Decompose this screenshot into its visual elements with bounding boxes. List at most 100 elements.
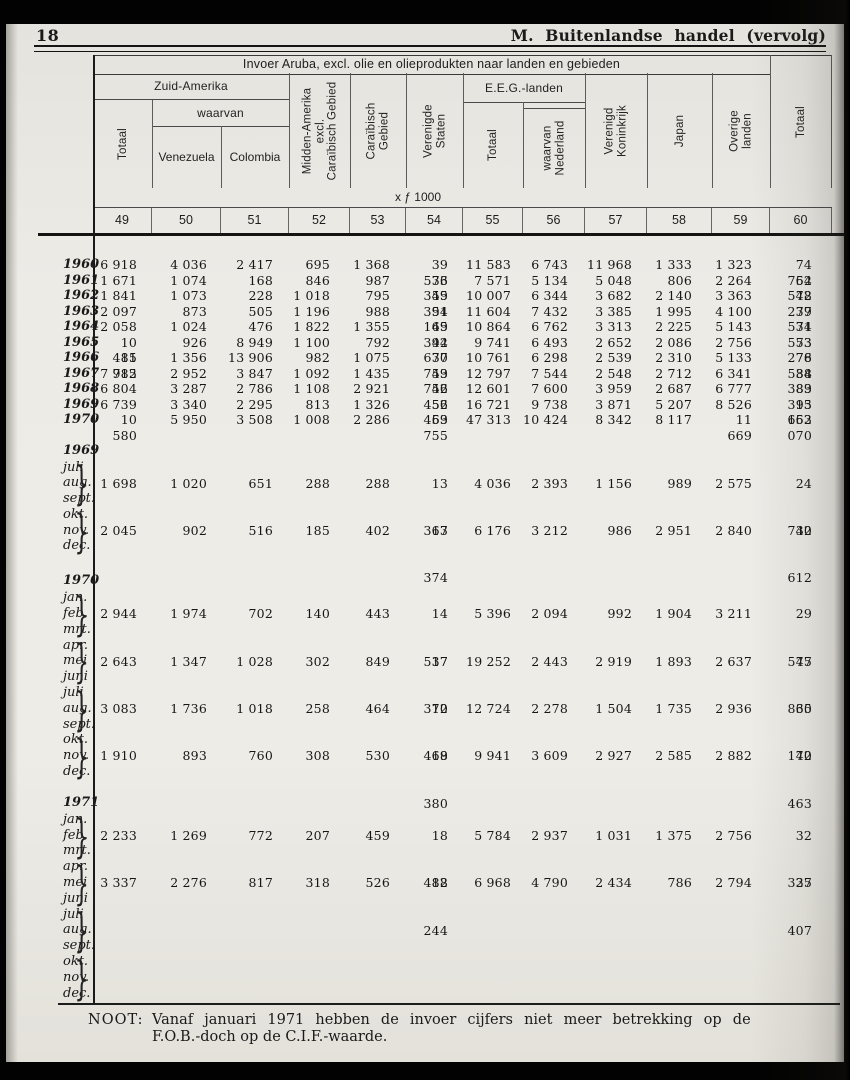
value-cell: 760 [248, 748, 273, 764]
value-cell: 7 571 [474, 272, 511, 288]
value-cell: 5 784 [474, 827, 511, 843]
table-row: 1965 10 481 926 8 949 1 100 792 42 670 9 741 6 4… [60, 334, 838, 366]
value-cell: 3 212 [531, 522, 568, 538]
value-cell: 992 [607, 606, 632, 622]
value-cell: 5 396 [474, 606, 511, 622]
value-cell: 54 169 [423, 303, 448, 335]
column-header-verenigd-koninkrijk: Verenigd Koninkrijk [603, 104, 629, 157]
value-cell: 530 [365, 748, 390, 764]
value-cell [289, 954, 350, 1001]
table-bottom-rule [58, 1003, 840, 1005]
column-number: 53 [350, 208, 406, 233]
year-cell: 1963 [63, 303, 100, 319]
value-cell: 7 600 [531, 381, 568, 396]
value-cell: 318 [305, 875, 330, 891]
column-separator [585, 73, 586, 188]
quarter-months: jan. feb. mrt.} [60, 809, 93, 863]
value-cell [350, 954, 406, 1001]
value-cell: 9 941 [474, 748, 511, 764]
group-header-eeg-landen: E.E.G.-landen [463, 73, 585, 103]
column-number: 58 [647, 208, 712, 233]
value-cell: 8 949 [236, 334, 273, 350]
value-cell: 12 724 [466, 701, 511, 717]
value-cell: 792 [365, 334, 390, 350]
value-cell: 893 [182, 748, 207, 764]
value-cell: 1 156 [595, 475, 632, 491]
footnote-line-1: Vanaf januari 1971 hebben de invoer cijf… [152, 1012, 751, 1028]
month-label: nov. [63, 969, 90, 985]
value-cell: 6 804 [100, 381, 137, 396]
value-cell: 5 133 [715, 350, 752, 365]
brace-glyph: } [74, 903, 89, 958]
quarter-months: juli aug. sept.} [60, 456, 95, 510]
column-separator [647, 73, 648, 188]
brace-glyph: } [74, 855, 89, 910]
value-cell: 2 097 [100, 303, 137, 319]
value-cell [647, 954, 712, 1001]
column-number: 54 [406, 208, 463, 233]
page-curl-shadow [750, 0, 850, 1080]
month-label: feb. [63, 827, 88, 843]
value-cell: 11 604 [466, 303, 511, 319]
value-cell: 8 117 [655, 412, 692, 427]
value-cell: 1 108 [293, 381, 330, 396]
table-row: 1966 15 985 1 356 13 906 982 1 075 37 753 10 76… [60, 350, 838, 381]
column-header-japan: Japan [673, 114, 686, 147]
value-cell [406, 954, 463, 1001]
value-cell: 168 [248, 272, 273, 288]
value-cell: 1 904 [655, 606, 692, 622]
table-title: Invoer Aruba, excl. olie en olieprodukte… [93, 55, 770, 75]
column-header-venezuela: Venezuela [158, 150, 215, 164]
value-cell: 2 434 [595, 875, 632, 891]
value-cell: 3 609 [531, 748, 568, 764]
value-cell: 6 777 [715, 381, 752, 396]
value-cell: 5 134 [531, 272, 568, 288]
table-row: 1960 6 918 4 036 2 417 695 1 368 39 576 11 583 6… [60, 257, 838, 288]
value-cell [523, 907, 585, 954]
table-body: 1960 6 918 4 036 2 417 695 1 368 39 576 11 583 6… [60, 236, 838, 1003]
value-cell: 2 585 [655, 748, 692, 764]
value-cell: 6 176 [474, 522, 511, 538]
quarter-months: okt. nov. dec.} [60, 504, 93, 558]
value-cell: 2 286 [353, 412, 390, 427]
value-cell: 11 669 [727, 412, 752, 443]
month-label: aug. [63, 475, 92, 491]
month-label: sept. [63, 716, 96, 732]
value-cell: 14 537 [423, 606, 448, 669]
value-cell: 2 937 [531, 827, 568, 843]
value-cell: 2 637 [715, 653, 752, 669]
table-row: 1969 6 739 3 340 2 295 813 1 326 52 459 16 721 9… [60, 396, 838, 428]
value-cell: 505 [248, 303, 273, 319]
value-cell: 988 [365, 303, 390, 319]
value-cell: 3 340 [170, 396, 207, 412]
value-cell: 3 363 [715, 288, 752, 303]
value-cell [406, 907, 463, 954]
column-header-waarvan-nederland: waarvan Nederland [541, 120, 567, 176]
value-cell: 308 [305, 748, 330, 764]
value-cell [350, 907, 406, 954]
value-cell: 19 252 [466, 653, 511, 669]
page-number: 18 [36, 26, 60, 45]
quarter-row: apr. mei juni} 2 643 1 347 1 028 302 849 17 370 1… [60, 634, 838, 717]
value-cell: 443 [365, 606, 390, 622]
value-cell: 3 682 [595, 288, 632, 303]
column-header-midden-amerika: Midden-Amerika excl. Caraïbisch Gebied [300, 81, 338, 180]
value-cell: 3 287 [170, 381, 207, 396]
value-cell: 2 233 [100, 827, 137, 843]
value-cell: 13 363 [423, 475, 448, 538]
value-cell: 52 459 [423, 396, 448, 428]
value-cell: 2 951 [655, 522, 692, 538]
value-cell: 926 [182, 334, 207, 350]
value-cell: 10 481 [112, 334, 137, 366]
value-cell: 6 493 [531, 334, 568, 350]
page-header-title: M. Buitenlandse handel (vervolg) [510, 26, 826, 45]
value-cell: 2 921 [353, 381, 390, 396]
value-cell: 2 086 [655, 334, 692, 350]
value-cell: 13 906 [228, 350, 273, 365]
table-row: 1962 1 841 1 073 228 1 018 795 55 391 10 007 6 3… [60, 288, 838, 319]
value-cell: 651 [248, 475, 273, 491]
value-cell: 2 278 [531, 701, 568, 717]
value-cell: 17 370 [423, 653, 448, 717]
value-cell: 1 074 [170, 272, 207, 288]
month-label: apr. [63, 859, 88, 875]
